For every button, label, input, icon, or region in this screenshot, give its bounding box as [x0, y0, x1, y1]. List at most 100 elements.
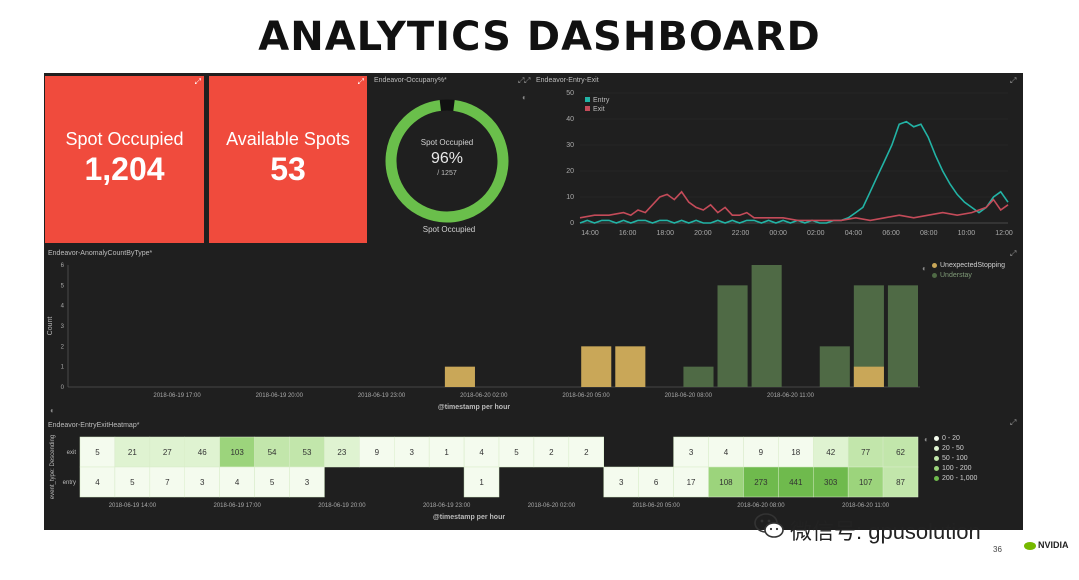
x-tick-label: 16:00 [619, 230, 637, 237]
bar-understay[interactable] [819, 346, 850, 387]
expand-icon[interactable]: ⤢ [524, 76, 531, 85]
legend-label[interactable]: Entry [593, 97, 610, 104]
legend-item[interactable]: 100 - 200 [934, 464, 977, 474]
heatmap-cell-value: 107 [859, 478, 873, 487]
bar-understay[interactable] [717, 285, 748, 387]
heatmap-cell-value: 7 [165, 478, 170, 487]
heatmap-cell[interactable] [463, 436, 500, 468]
legend-dot [934, 455, 939, 461]
expand-icon[interactable]: ⤢ [518, 76, 525, 85]
heatmap-cell-value: 273 [754, 478, 768, 487]
heatmap-cell[interactable] [847, 436, 884, 468]
toggle-legend-icon[interactable]: ◐ [922, 264, 927, 273]
expand-icon[interactable]: ⤢ [1010, 76, 1017, 85]
heatmap-cell[interactable] [114, 466, 151, 498]
x-tick-label: 2018-06-20 08:00 [737, 503, 785, 509]
toggle-legend-icon[interactable]: ◐ [50, 406, 55, 415]
heatmap-cell[interactable] [882, 436, 919, 468]
heatmap-cell[interactable] [533, 436, 570, 468]
heatmap-cell[interactable] [568, 436, 604, 468]
metric-value: 53 [270, 151, 306, 187]
heatmap-cell[interactable] [708, 466, 744, 498]
legend-item[interactable]: 20 - 50 [934, 444, 977, 454]
heatmap-cell[interactable] [778, 466, 814, 498]
heatmap-cell-value: 103 [230, 448, 244, 457]
heatmap-cell[interactable] [149, 466, 186, 498]
x-tick-label: 2018-06-20 11:00 [767, 393, 815, 399]
series-line-exit[interactable] [579, 190, 1009, 222]
heatmap-cell-value: 5 [270, 478, 275, 487]
heatmap-cell-value: 77 [861, 448, 870, 457]
toggle-legend-icon[interactable]: ◐ [924, 435, 929, 444]
y-tick-label: 10 [566, 194, 574, 201]
heatmap-cell-value: 303 [824, 478, 838, 487]
legend-label: 20 - 50 [942, 445, 964, 452]
bar-understay[interactable] [887, 285, 918, 387]
y-tick-label: 4 [61, 304, 65, 310]
x-tick-label: 2018-06-20 05:00 [562, 393, 610, 399]
legend-label: 100 - 200 [942, 465, 972, 472]
heatmap-cell[interactable] [359, 436, 395, 468]
heatmap-cell[interactable] [847, 466, 884, 498]
heatmap-cell[interactable] [463, 466, 500, 498]
y-tick-label: 2 [61, 344, 65, 350]
heatmap-cell[interactable] [778, 436, 814, 468]
x-tick-label: 14:00 [581, 230, 599, 237]
heatmap-cell-value: 2 [584, 448, 589, 457]
legend-item[interactable]: 200 - 1,000 [934, 474, 977, 484]
bar-understay[interactable] [751, 265, 782, 387]
heatmap-cell[interactable] [882, 466, 919, 498]
legend-item[interactable]: 50 - 100 [934, 454, 977, 464]
entry-exit-heatmap: event_type: Descending exit 5 21 27 46 103 54 53… [50, 435, 919, 521]
heatmap-cell-value: 9 [759, 448, 764, 457]
heatmap-cell-value: 5 [95, 448, 100, 457]
x-tick-label: 2018-06-19 23:00 [423, 503, 471, 509]
bar-unexpectedstopping[interactable] [581, 346, 612, 387]
x-tick-label: 02:00 [807, 230, 825, 237]
heatmap-cell[interactable] [813, 436, 849, 468]
expand-icon[interactable]: ⤢ [194, 77, 201, 86]
heatmap-cell[interactable] [184, 466, 220, 498]
heatmap-cell[interactable] [254, 436, 290, 468]
toggle-legend-icon[interactable]: ◐ [522, 93, 527, 102]
heatmap-cell-value: 46 [198, 448, 207, 457]
legend-label[interactable]: Exit [593, 106, 605, 113]
metric-value: 1,204 [84, 151, 165, 187]
heatmap-cell-value: 3 [305, 478, 310, 487]
heatmap-cell-value: 17 [687, 478, 696, 487]
heatmap-cell[interactable] [254, 466, 290, 498]
heatmap-cell[interactable] [324, 436, 360, 468]
metric-label: Available Spots [226, 129, 350, 149]
heatmap-cell[interactable] [289, 466, 325, 498]
heatmap-cell[interactable] [743, 436, 779, 468]
heatmap-cell[interactable] [498, 436, 535, 468]
bar-unexpectedstopping[interactable] [444, 366, 475, 387]
expand-icon[interactable]: ⤢ [1010, 418, 1017, 427]
heatmap-cell[interactable] [394, 436, 430, 468]
bar-unexpectedstopping[interactable] [615, 346, 646, 387]
bar-understay[interactable] [683, 366, 714, 387]
series-line-entry[interactable] [579, 120, 1009, 224]
heatmap-cell[interactable] [603, 466, 639, 498]
heatmap-cell[interactable] [219, 466, 255, 498]
heatmap-cell[interactable] [813, 466, 849, 498]
metric-available-spots[interactable]: ⤢ Available Spots 53 [209, 76, 367, 243]
expand-icon[interactable]: ⤢ [357, 77, 364, 86]
heatmap-cell[interactable] [673, 436, 709, 468]
heatmap-cell-value: 3 [689, 448, 694, 457]
expand-icon[interactable]: ⤢ [1010, 249, 1017, 258]
heatmap-cell[interactable] [428, 436, 465, 468]
heatmap-cell[interactable] [114, 436, 151, 468]
bar-unexpectedstopping[interactable] [853, 366, 884, 387]
legend-item[interactable]: Understay [932, 271, 1005, 281]
heatmap-cell-value: 42 [826, 448, 835, 457]
legend-item[interactable]: 0 - 20 [934, 434, 977, 444]
legend-item[interactable]: UnexpectedStopping [932, 261, 1005, 271]
heatmap-cell-value: 4 [479, 448, 484, 457]
x-tick-label: 2018-06-19 23:00 [358, 393, 406, 399]
heatmap-cell-value: 1 [444, 448, 449, 457]
metric-spot-occupied[interactable]: ⤢ Spot Occupied 1,204 [45, 76, 204, 243]
heatmap-cell[interactable] [743, 466, 779, 498]
x-tick-label: 2018-06-19 20:00 [256, 393, 304, 399]
anomaly-bar-chart: 0 1 2 3 4 5 6 Count @timestamp per hour 2018-06-1… [47, 263, 920, 411]
